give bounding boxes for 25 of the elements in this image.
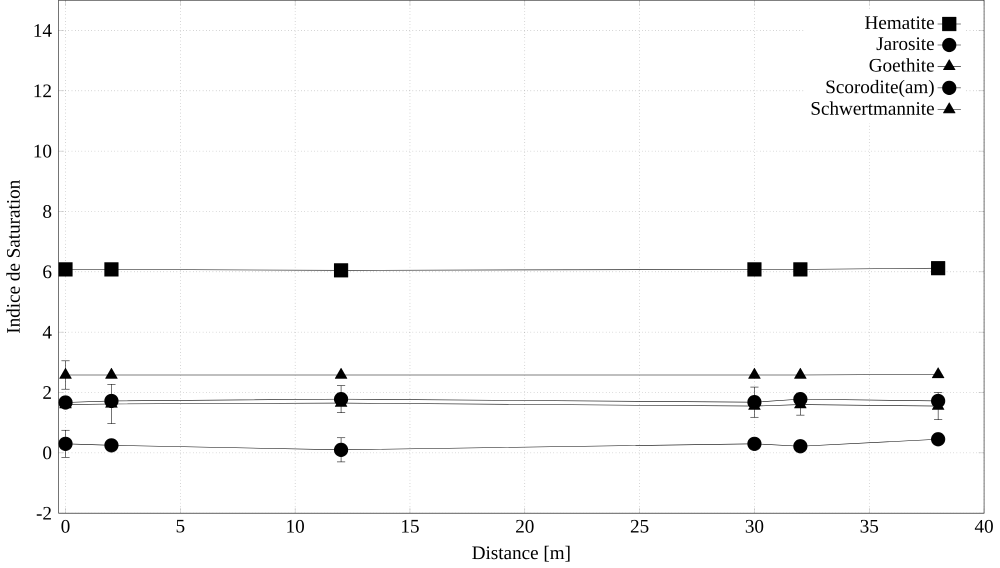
legend-label: Scorodite(am) xyxy=(826,80,934,98)
x-tick-label: 35 xyxy=(860,520,878,533)
y-tick-label: 0 xyxy=(43,446,52,460)
y-tick-label: 8 xyxy=(43,205,52,218)
legend-label: Schwertmannite xyxy=(812,101,934,115)
x-tick-label: 0 xyxy=(61,520,70,533)
y-tick-label: 2 xyxy=(43,386,51,399)
legend-label: Jarosite xyxy=(876,37,934,50)
y-tick-label: 4 xyxy=(42,326,52,338)
legend-label: Hematite xyxy=(865,16,934,30)
x-tick-label: 10 xyxy=(287,520,304,533)
x-axis-title: Distance [m] xyxy=(472,546,570,562)
x-tick-label: 20 xyxy=(516,520,534,533)
x-tick-label: 5 xyxy=(176,520,184,533)
y-tick-label: 12 xyxy=(34,84,51,98)
x-tick-label: 25 xyxy=(630,520,648,533)
y-tick-label: -2 xyxy=(36,506,51,520)
y-tick-label: 6 xyxy=(43,265,52,278)
legend-label: Goethite xyxy=(870,58,934,72)
x-tick-label: 40 xyxy=(974,520,993,533)
y-tick-label: 14 xyxy=(34,24,52,37)
x-tick-label: 15 xyxy=(402,520,419,533)
y-axis-title: Indice de Saturation xyxy=(6,180,20,334)
y-tick-label: 10 xyxy=(34,144,52,158)
x-tick-label: 30 xyxy=(746,520,764,533)
